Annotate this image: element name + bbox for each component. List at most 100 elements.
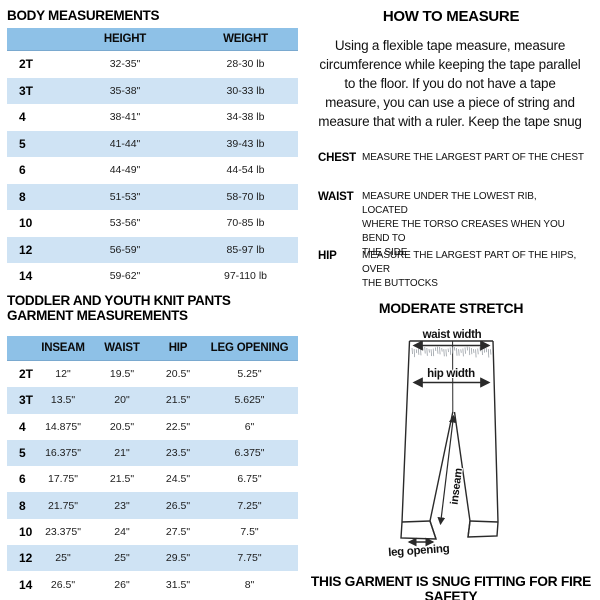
column-header-hip: HIP — [168, 342, 188, 354]
table-row: 14 59-62" 97-110 lb — [7, 263, 298, 290]
table-row: 8 21.75" 23" 26.5" 7.25" — [7, 492, 298, 519]
table-row: 4 14.875" 20.5" 22.5" 6" — [7, 414, 298, 440]
value-cell: 6.75" — [237, 473, 262, 486]
table-row: 6 17.75" 21.5" 24.5" 6.75" — [7, 466, 298, 492]
value-cell: 8" — [244, 578, 255, 591]
value-cell: 23.5" — [165, 447, 191, 460]
value-cell: 53-56" — [109, 217, 141, 230]
garment-measurements-title: TODDLER AND YOUTH KNIT PANTS GARMENT MEA… — [7, 293, 231, 323]
left-column: BODY MEASUREMENTS HEIGHT WEIGHT 2T 32-35"… — [7, 0, 298, 600]
value-cell: 70-85 lb — [226, 217, 265, 230]
size-cell: 5 — [19, 136, 26, 151]
size-cell: 8 — [19, 189, 26, 204]
value-cell: 38-41" — [109, 111, 141, 124]
value-cell: 35-38" — [109, 84, 141, 97]
body-table-rows: 2T 32-35" 28-30 lb 3T 35-38" 30-33 lb 4 38-41" 3… — [7, 51, 298, 290]
fire-safety-note: THIS GARMENT IS SNUG FITTING FOR FIRE SA… — [310, 574, 592, 600]
value-cell: 24.5" — [165, 473, 191, 486]
leg-opening-label: leg opening — [388, 543, 450, 559]
column-header-weight: WEIGHT — [223, 33, 268, 45]
table-row: 4 38-41" 34-38 lb — [7, 104, 298, 131]
waist-width-label: waist width — [422, 329, 482, 341]
value-cell: 97-110 lb — [223, 270, 267, 283]
text-line: THE BUTTOCKS — [362, 278, 438, 289]
text-line: MEASURE THE LARGEST PART OF THE HIPS, OV… — [362, 250, 577, 275]
value-cell: 44-49" — [109, 164, 141, 177]
moderate-stretch-title: MODERATE STRETCH — [378, 300, 524, 316]
size-cell: 2T — [19, 57, 34, 72]
value-cell: 44-54 lb — [226, 164, 265, 177]
chest-label: CHEST — [318, 152, 356, 164]
value-cell: 27.5" — [165, 525, 191, 538]
chest-instructions: MEASURE THE LARGEST PART OF THE CHEST — [362, 151, 584, 165]
column-header-waist: WAIST — [104, 342, 140, 354]
table-row: 12 56-59" 85-97 lb — [7, 236, 298, 263]
waist-label: WAIST — [318, 191, 354, 203]
value-cell: 7.25" — [237, 499, 262, 512]
value-cell: 29.5" — [165, 552, 191, 565]
inseam-arrow — [437, 414, 457, 526]
value-cell: 16.375" — [45, 447, 81, 460]
how-to-measure-title: HOW TO MEASURE — [382, 8, 520, 25]
value-cell: 20.5" — [109, 420, 135, 433]
table-row: 14 26.5" 26" 31.5" 8" — [7, 571, 298, 597]
inseam-label: inseam — [449, 467, 465, 505]
size-cell: 6 — [19, 472, 26, 487]
value-cell: 32-35" — [109, 58, 141, 71]
value-cell: 5.25" — [237, 368, 262, 381]
size-cell: 10 — [19, 524, 33, 539]
size-cell: 14 — [19, 577, 33, 592]
table-row: 5 16.375" 21" 23.5" 6.375" — [7, 439, 298, 467]
value-cell: 22.5" — [165, 420, 191, 433]
value-cell: 20.5" — [165, 368, 191, 381]
text-line: Using a flexible tape measure, measure — [334, 38, 566, 53]
value-cell: 26.5" — [50, 578, 76, 591]
value-cell: 25" — [55, 552, 71, 565]
table-row: 12 25" 25" 29.5" 7.75" — [7, 545, 298, 572]
hip-instructions: MEASURE THE LARGEST PART OF THE HIPS, OV… — [362, 249, 584, 291]
size-cell: 4 — [19, 419, 26, 434]
size-cell: 4 — [19, 110, 26, 125]
value-cell: 6" — [244, 420, 255, 433]
size-cell: 2T — [19, 367, 34, 382]
text-line: measure that with a ruler. Keep the tape… — [318, 114, 582, 129]
column-header-height: HEIGHT — [103, 33, 147, 45]
measure-item-hip: HIP MEASURE THE LARGEST PART OF THE HIPS… — [318, 249, 594, 291]
value-cell: 30-33 lb — [226, 84, 265, 97]
pants-measurement-diagram: waist width hip width inseam leg opening — [387, 328, 499, 560]
garment-title-line2: GARMENT MEASUREMENTS — [7, 308, 188, 323]
measurement-arrows — [407, 340, 491, 547]
value-cell: 41-44" — [109, 137, 141, 150]
value-cell: 21.5" — [109, 473, 135, 486]
how-to-measure-intro: Using a flexible tape measure, measure ci… — [302, 36, 598, 131]
hip-width-label: hip width — [427, 368, 475, 380]
value-cell: 14.875" — [45, 420, 81, 433]
value-cell: 20" — [114, 394, 130, 407]
right-column: HOW TO MEASURE Using a flexible tape mea… — [302, 0, 600, 600]
size-cell: 8 — [19, 498, 26, 513]
elastic-texture — [411, 346, 492, 358]
table-row: 3T 35-38" 30-33 lb — [7, 77, 298, 104]
value-cell: 7.5" — [240, 525, 259, 538]
table-row: 6 44-49" 44-54 lb — [7, 157, 298, 184]
table-row: 10 23.375" 24" 27.5" 7.5" — [7, 519, 298, 545]
text-line: circumference while keeping the tape par… — [319, 57, 581, 72]
value-cell: 23.375" — [45, 525, 81, 538]
size-cell: 12 — [19, 551, 33, 566]
garment-title-line1: TODDLER AND YOUTH KNIT PANTS — [7, 293, 231, 308]
size-cell: 5 — [19, 446, 26, 461]
value-cell: 56-59" — [109, 243, 141, 256]
value-cell: 59-62" — [109, 270, 141, 283]
size-cell: 3T — [19, 393, 34, 408]
size-cell: 3T — [19, 83, 34, 98]
table-row: 10 53-56" 70-85 lb — [7, 210, 298, 237]
value-cell: 51-53" — [109, 190, 141, 203]
garment-measurements-table: INSEAM WAIST HIP LEG OPENING 2T 12" 19.5" 2… — [7, 336, 298, 598]
text-line: THE SIDE — [362, 247, 408, 258]
value-cell: 5.625" — [234, 394, 265, 407]
text-line: WHERE THE TORSO CREASES WHEN YOU BEND TO — [362, 219, 565, 244]
size-cell: 10 — [19, 216, 33, 231]
value-cell: 26" — [114, 578, 130, 591]
column-header-leg-opening: LEG OPENING — [210, 342, 289, 354]
text-line: measure, you can use a piece of string a… — [325, 95, 575, 110]
